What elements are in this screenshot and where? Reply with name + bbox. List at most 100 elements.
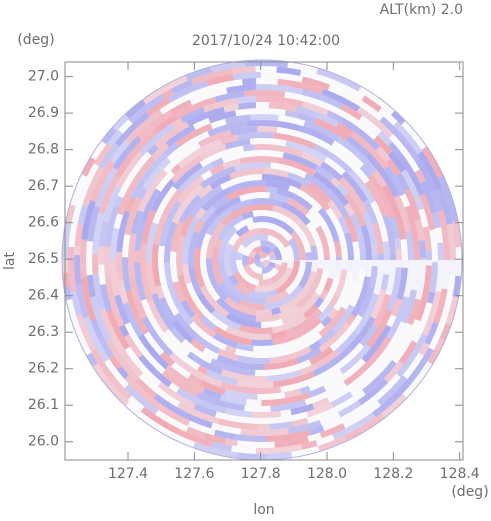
echo-cell [68,199,84,248]
echo-cell [288,420,322,434]
echo-cell [237,132,274,141]
echo-cell [168,80,209,102]
echo-cell [125,290,140,317]
echo-cell [383,360,404,383]
echo-cell [208,110,237,124]
echo-cell [270,330,287,340]
echo-cell [194,219,206,234]
echo-cell [206,74,234,87]
echo-cell [220,215,233,227]
echo-cell [265,180,291,191]
echo-cell [199,143,227,161]
echo-cell [243,90,286,98]
echo-cell [271,262,288,284]
x-tick-label: 128.0 [307,466,347,482]
echo-cell [107,373,132,400]
echo-cell [384,165,406,197]
echo-cell [278,304,300,320]
echo-cell [225,312,262,328]
echo-cell [185,66,212,81]
echo-cell [357,106,394,139]
echo-cell [90,296,112,342]
echo-cell [257,126,278,133]
echo-cell [437,242,445,260]
echo-cell [135,377,158,399]
echo-cell [169,251,179,283]
echo-cell [318,207,340,243]
echo-cell [172,162,203,190]
echo-cell [99,284,112,312]
echo-cell [290,230,306,260]
echo-cell [298,125,335,146]
echo-cell [397,221,407,240]
echo-cell [429,262,438,293]
echo-cell [94,183,109,208]
echo-cell [411,302,433,344]
echo-cell [262,174,303,190]
echo-cell [281,201,311,226]
echo-cell [248,262,262,275]
echo-cell [361,95,382,113]
y-axis-label: lat [2,252,18,270]
echo-cell [139,242,150,292]
echo-cell [236,355,271,364]
echo-cell [276,66,302,76]
echo-cell [382,241,391,260]
echo-cell [103,166,118,187]
echo-cell [106,309,130,350]
echo-cell [263,168,289,178]
echo-cell [220,173,263,191]
echo-cell [336,331,359,354]
echo-cell [153,214,168,245]
echo-cell [199,379,226,395]
echo-cell [211,309,242,331]
echo-cell [342,400,382,429]
echo-cell [224,407,252,418]
echo-cell [171,184,204,225]
echo-cell [315,112,339,128]
echo-cell [169,352,186,368]
echo-cell [174,312,199,340]
echo-cell [68,246,77,292]
echo-cell [341,281,358,310]
echo-cell [247,256,255,266]
echo-cell [134,262,147,301]
y-tick-label: 26.0 [28,434,59,450]
echo-cell [225,438,238,447]
echo-cell [140,406,180,435]
echo-cell [391,110,406,125]
echo-cell [236,96,257,104]
echo-cell [267,250,275,257]
echo-cell [146,261,158,295]
echo-cell [87,205,101,242]
echo-cell [388,141,404,160]
echo-cell [197,184,213,199]
echo-cell [319,423,346,439]
echo-cell [145,222,159,262]
echo-cell [407,298,421,326]
echo-cell [234,434,267,443]
echo-cell [392,319,421,364]
x-tick-label: 127.6 [174,466,214,482]
echo-cell [139,123,175,156]
echo-cell [224,345,237,355]
echo-cell [389,216,401,239]
echo-cell [200,170,213,181]
echo-cell [150,142,170,161]
echo-cell [210,441,232,452]
echo-cell [259,227,291,248]
echo-cell [316,216,334,244]
echo-cell [213,238,223,249]
echo-cell [272,205,299,223]
echo-cell [127,233,137,278]
echo-cell [172,281,186,303]
echo-cell [224,138,251,150]
echo-cell [420,180,438,214]
echo-cell [159,351,175,367]
echo-cell [287,237,301,260]
echo-cell [340,241,349,260]
echo-cell [155,285,165,300]
echo-cell [285,262,306,295]
echo-cell [304,395,318,406]
x-tick-label: 128.2 [373,466,413,482]
